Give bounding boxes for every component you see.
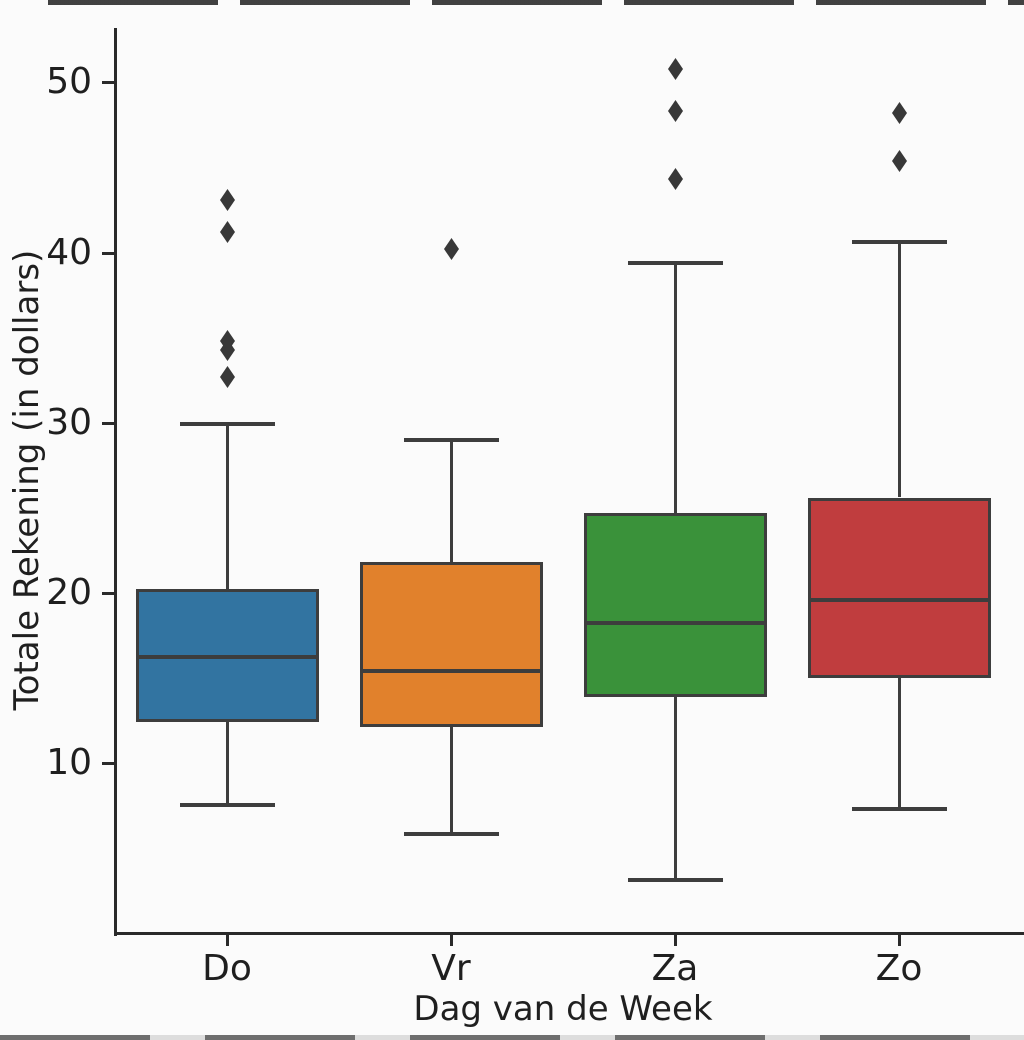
outlier-diamond-Zo <box>892 150 907 172</box>
lower-cap-Zo <box>852 807 947 811</box>
y-axis-label: Totale Rekening (in dollars) <box>7 249 47 711</box>
upper-cap-Za <box>628 261 723 265</box>
x-axis-spine <box>114 932 1024 935</box>
x-tick-mark <box>898 934 901 946</box>
y-tick-label: 30 <box>46 402 92 443</box>
upper-cap-Zo <box>852 240 947 244</box>
x-tick-label-Vr: Vr <box>431 948 471 989</box>
lower-whisker-Za <box>674 697 677 881</box>
upper-whisker-Do <box>226 424 229 589</box>
y-tick-mark <box>102 422 114 425</box>
lower-cap-Za <box>628 878 723 882</box>
x-tick-mark <box>674 934 677 946</box>
x-axis-label: Dag van de Week <box>413 989 713 1029</box>
median-Do <box>136 655 319 659</box>
x-tick-label-Zo: Zo <box>875 948 923 989</box>
y-axis-spine <box>114 28 117 936</box>
outlier-diamond-Zo <box>892 102 907 124</box>
x-tick-label-Za: Za <box>651 948 699 989</box>
upper-whisker-Vr <box>450 440 453 562</box>
upper-whisker-Za <box>674 263 677 513</box>
x-tick-label-Do: Do <box>202 948 252 989</box>
box-Zo <box>808 498 991 678</box>
y-tick-label: 20 <box>46 572 92 613</box>
y-tick-mark <box>102 252 114 255</box>
outlier-diamond-Do <box>220 330 235 352</box>
outlier-diamond-Za <box>668 58 683 80</box>
outlier-diamond-Do <box>220 221 235 243</box>
y-tick-mark <box>102 592 114 595</box>
x-tick-mark <box>450 934 453 946</box>
upper-cap-Do <box>180 422 275 426</box>
upper-cap-Vr <box>404 438 499 442</box>
median-Zo <box>808 598 991 602</box>
outlier-diamond-Do <box>220 366 235 388</box>
box-Vr <box>360 562 543 727</box>
y-tick-mark <box>102 81 114 84</box>
lower-whisker-Vr <box>450 727 453 834</box>
lower-whisker-Zo <box>898 678 901 809</box>
y-tick-label: 50 <box>46 61 92 102</box>
median-Vr <box>360 669 543 673</box>
x-tick-mark <box>226 934 229 946</box>
upper-whisker-Zo <box>898 242 901 497</box>
box-Za <box>584 513 767 697</box>
outlier-diamond-Vr <box>444 238 459 260</box>
outlier-diamond-Do <box>220 189 235 211</box>
outlier-diamond-Za <box>668 168 683 190</box>
lower-whisker-Do <box>226 722 229 805</box>
y-tick-mark <box>102 762 114 765</box>
y-tick-label: 40 <box>46 232 92 273</box>
lower-cap-Vr <box>404 832 499 836</box>
median-Za <box>584 621 767 625</box>
y-tick-label: 10 <box>46 742 92 783</box>
lower-cap-Do <box>180 803 275 807</box>
outlier-diamond-Za <box>668 100 683 122</box>
